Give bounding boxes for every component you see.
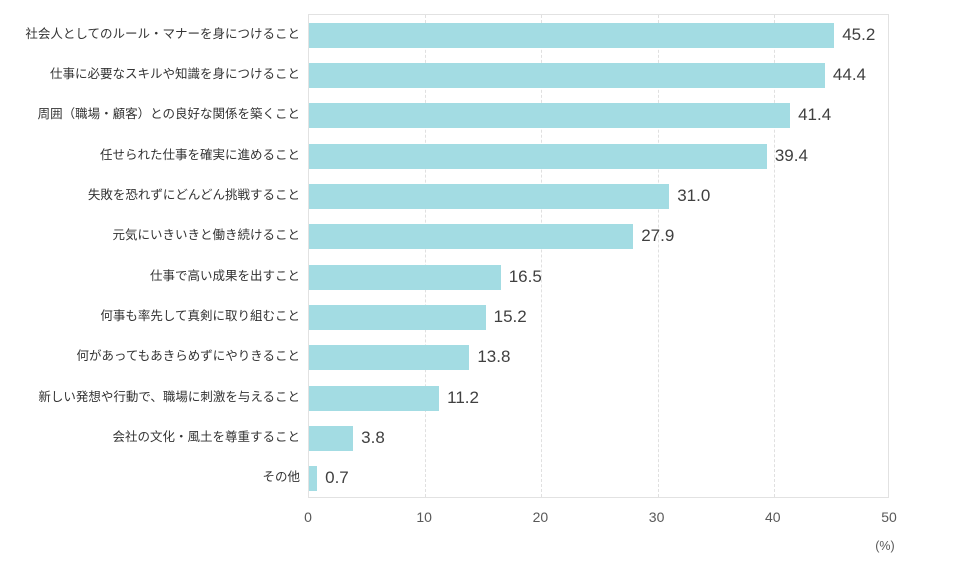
category-label: 会社の文化・風土を尊重すること	[112, 430, 300, 444]
bar	[309, 466, 318, 492]
bar	[309, 184, 670, 209]
value-label: 16.5	[508, 266, 542, 286]
value-label: 39.4	[774, 145, 808, 165]
bar	[309, 63, 825, 88]
bar	[309, 143, 767, 169]
category-label: 仕事で高い成果を出すこと	[149, 268, 300, 283]
gridline	[773, 15, 775, 497]
bar	[309, 224, 634, 250]
bar	[309, 385, 440, 411]
gridline	[657, 15, 659, 497]
x-tick-label: 50	[881, 509, 897, 525]
value-label: 27.9	[641, 226, 675, 246]
category-label: 新しい発想や行動で、職場に刺激を与えること	[38, 389, 300, 404]
category-label: 失敗を恐れずにどんどん挑戦すること	[87, 188, 300, 202]
x-tick-label: 40	[765, 509, 781, 525]
x-axis-unit-label: (%)	[875, 539, 895, 553]
category-label: 元気にいきいきと働き続けること	[112, 228, 300, 243]
bar	[309, 103, 791, 129]
x-tick-label: 0	[304, 509, 312, 525]
value-label: 13.8	[477, 347, 511, 367]
category-label: 周囲（職場・顧客）との良好な関係を築くこと	[37, 107, 300, 122]
category-label: 何があってもあきらめずにやりきること	[76, 349, 300, 364]
value-label: 0.7	[325, 468, 349, 488]
value-label: 45.2	[842, 24, 876, 44]
value-label: 31.0	[677, 186, 711, 205]
value-label: 44.4	[832, 65, 867, 84]
bar	[309, 264, 501, 290]
bar	[309, 426, 354, 451]
category-label: 何事も率先して真剣に取り組むこと	[100, 309, 300, 323]
x-tick-label: 20	[532, 509, 549, 525]
value-label: 41.4	[798, 105, 832, 125]
category-label: 任せられた仕事を確実に進めること	[99, 147, 300, 162]
value-label: 3.8	[361, 428, 385, 447]
value-label: 11.2	[447, 387, 479, 407]
gridline	[425, 15, 427, 497]
gridline	[541, 15, 543, 497]
x-tick-label: 30	[648, 509, 665, 525]
category-label: その他	[262, 470, 300, 485]
bar	[309, 22, 835, 48]
x-tick-label: 10	[416, 509, 432, 525]
bar	[309, 345, 470, 371]
plot-area	[308, 14, 889, 498]
category-label: 仕事に必要なスキルや知識を身につけること	[49, 67, 300, 81]
category-label: 社会人としてのルール・マナーを身につけること	[25, 26, 300, 41]
bar	[309, 305, 486, 330]
value-label: 15.2	[493, 307, 527, 326]
